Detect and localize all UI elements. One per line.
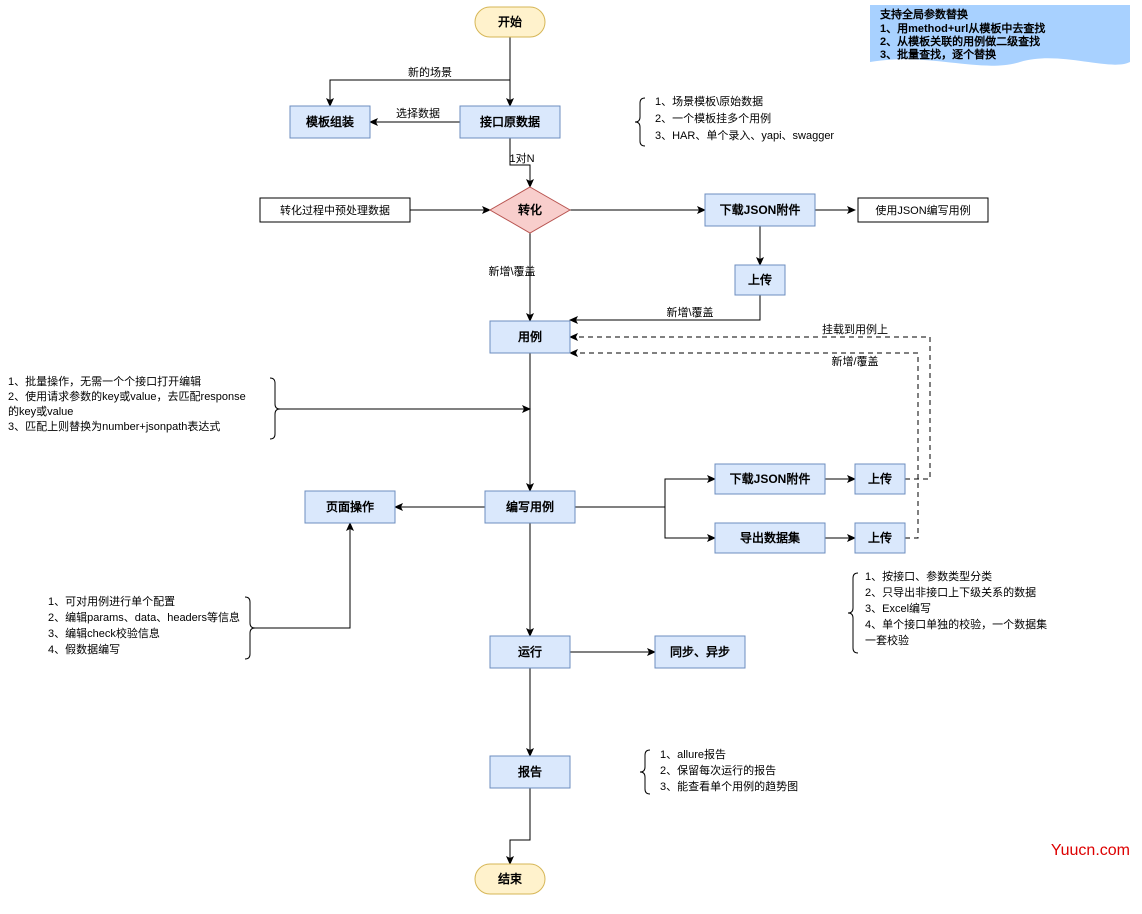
note-raw-3: 3、HAR、单个录入、yapi、swagger xyxy=(655,129,834,142)
note-config-4: 4、假数据编写 xyxy=(48,642,120,656)
banner-title: 支持全局参数替换 xyxy=(879,7,969,21)
bracket-batch xyxy=(270,378,280,439)
note-batch-1: 1、批量操作，无需一个个接口打开编辑 xyxy=(8,374,201,388)
edge-upload-usecase xyxy=(570,295,760,320)
note-config-3: 3、编辑check校验信息 xyxy=(48,626,160,640)
note-export-2: 2、只导出非接口上下级关系的数据 xyxy=(865,585,1036,599)
label-sync-async: 同步、异步 xyxy=(670,644,730,659)
label-usecase: 用例 xyxy=(517,329,542,344)
note-batch-2: 2、使用请求参数的key或value，去匹配response xyxy=(8,389,246,403)
note-report-1: 1、allure报告 xyxy=(660,747,726,761)
note-export-3: 3、Excel编写 xyxy=(865,601,931,615)
label-mount: 挂载到用例上 xyxy=(822,322,888,336)
watermark: Yuucn.com xyxy=(1051,842,1130,859)
note-config-2: 2、编辑params、data、headers等信息 xyxy=(48,610,240,624)
label-add-override3: 新增/覆盖 xyxy=(831,354,878,368)
bracket-rawdata xyxy=(635,98,645,146)
label-add-override2: 新增\覆盖 xyxy=(666,305,713,319)
banner-line-1: 1、用method+url从模板中去查找 xyxy=(880,21,1045,35)
label-export-ds: 导出数据集 xyxy=(740,530,801,545)
edge-newscene xyxy=(330,80,510,106)
note-export-4: 4、单个接口单独的校验，一个数据集 xyxy=(865,617,1047,631)
bracket-export xyxy=(848,573,858,653)
note-config-1: 1、可对用例进行单个配置 xyxy=(48,594,175,608)
note-raw-2: 2、一个模板挂多个用例 xyxy=(655,111,771,125)
note-report-2: 2、保留每次运行的报告 xyxy=(660,763,776,777)
note-usejson: 使用JSON编写用例 xyxy=(875,203,970,217)
label-page-op: 页面操作 xyxy=(326,499,374,514)
label-dl-json1: 下载JSON附件 xyxy=(720,202,801,217)
note-report-3: 3、能查看单个用例的趋势图 xyxy=(660,779,798,793)
label-select-data: 选择数据 xyxy=(396,106,440,120)
note-preprocess: 转化过程中预处理数据 xyxy=(280,203,390,217)
label-1toN: 1对N xyxy=(509,151,534,165)
edge-dash-override3 xyxy=(570,353,918,538)
edge-writecase-exportds xyxy=(665,507,715,538)
bracket-config xyxy=(245,597,255,659)
label-write-case: 编写用例 xyxy=(505,499,554,514)
edge-config-pageop xyxy=(255,523,350,628)
edge-writecase-dljson2 xyxy=(575,479,715,507)
note-export-5: 一套校验 xyxy=(865,633,909,647)
label-run: 运行 xyxy=(518,644,542,659)
label-upload1: 上传 xyxy=(748,272,772,287)
banner-note: 支持全局参数替换 1、用method+url从模板中去查找 2、从模板关联的用例… xyxy=(870,5,1130,66)
label-tpl-assemble: 模板组装 xyxy=(306,114,354,129)
bracket-report xyxy=(640,750,650,794)
note-export-1: 1、按接口、参数类型分类 xyxy=(865,569,992,583)
label-dl-json2: 下载JSON附件 xyxy=(730,471,811,486)
label-upload2: 上传 xyxy=(868,471,892,486)
note-raw-1: 1、场景模板\原始数据 xyxy=(655,94,763,108)
label-transform: 转化 xyxy=(518,202,542,217)
label-add-override: 新增\覆盖 xyxy=(488,264,535,278)
label-raw-data: 接口原数据 xyxy=(480,114,540,129)
note-batch-3: 的key或value xyxy=(8,404,73,418)
label-start: 开始 xyxy=(498,14,522,29)
label-new-scene: 新的场景 xyxy=(408,65,452,79)
label-upload3: 上传 xyxy=(868,530,892,545)
edge-report-end xyxy=(510,788,530,864)
label-end: 结束 xyxy=(498,871,523,886)
note-batch-4: 3、匹配上则替换为number+jsonpath表达式 xyxy=(8,419,220,433)
banner-line-2: 2、从模板关联的用例做二级查找 xyxy=(880,34,1040,48)
banner-line-3: 3、批量查找，逐个替换 xyxy=(880,47,997,61)
label-report: 报告 xyxy=(518,764,542,779)
